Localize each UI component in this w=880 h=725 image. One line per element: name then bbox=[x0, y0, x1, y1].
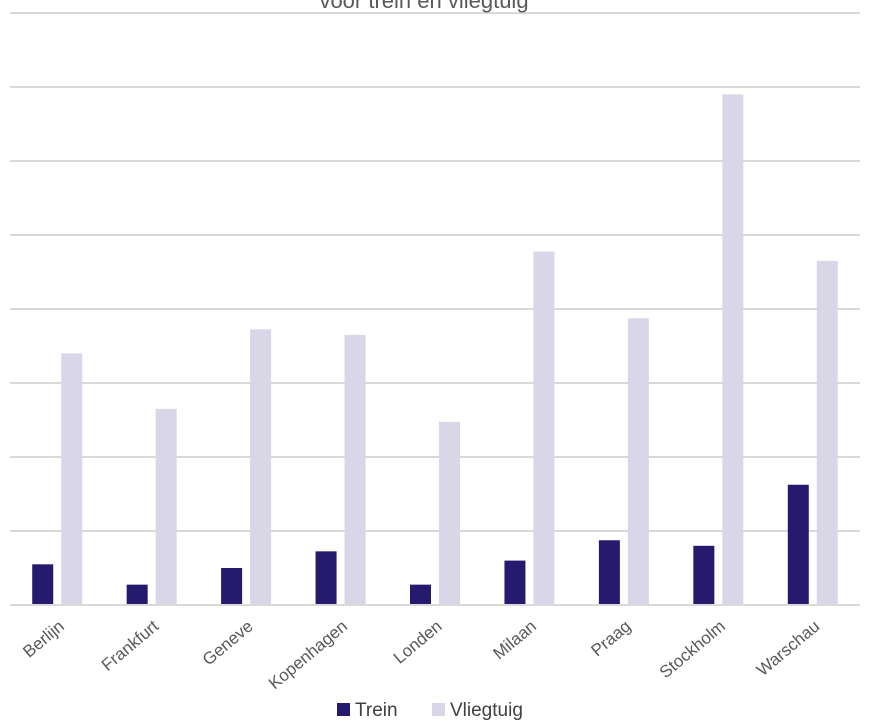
x-tick-label: Praag bbox=[587, 617, 634, 661]
x-tick-label: Milaan bbox=[489, 617, 540, 664]
bars bbox=[32, 94, 838, 606]
x-tick-label: Geneve bbox=[199, 617, 257, 670]
bar-trein-praag bbox=[598, 540, 620, 605]
legend: Trein Vliegtuig bbox=[337, 700, 523, 721]
x-tick-label: Londen bbox=[390, 617, 446, 668]
bar-trein-londen bbox=[410, 584, 431, 605]
x-tick-label: Berlijn bbox=[19, 617, 67, 662]
bar-vliegtuig-frankfurt bbox=[155, 408, 177, 605]
legend-swatch-trein bbox=[337, 703, 350, 716]
bar-vliegtuig-warschau bbox=[816, 260, 838, 605]
bar-vliegtuig-praag bbox=[627, 318, 649, 605]
x-tick-label: Frankfurt bbox=[98, 616, 163, 674]
legend-swatch-vliegtuig bbox=[432, 703, 445, 716]
bar-vliegtuig-milaan bbox=[533, 251, 555, 605]
x-tick-label: Warschau bbox=[753, 617, 823, 680]
bar-vliegtuig-geneve bbox=[250, 329, 272, 605]
legend-label-vliegtuig: Vliegtuig bbox=[450, 700, 523, 721]
bar-trein-berlijn bbox=[32, 564, 54, 605]
bar-trein-warschau bbox=[787, 484, 809, 605]
bar-vliegtuig-londen bbox=[439, 421, 460, 605]
chart-title: voor trein en vliegtuig bbox=[319, 0, 528, 13]
x-tick-label: Kopenhagen bbox=[265, 617, 351, 694]
bar-trein-kopenhagen bbox=[315, 551, 337, 605]
bar-trein-geneve bbox=[221, 568, 243, 605]
x-tick-labels: Berlijn Frankfurt Geneve Kopenhagen Londen Mi… bbox=[19, 616, 823, 693]
gridlines bbox=[10, 12, 860, 532]
legend-label-trein: Trein bbox=[355, 700, 398, 721]
bar-vliegtuig-kopenhagen bbox=[344, 334, 366, 605]
bar-trein-frankfurt bbox=[126, 584, 148, 605]
bar-trein-stockholm bbox=[693, 545, 715, 605]
bar-trein-milaan bbox=[504, 560, 526, 605]
bar-vliegtuig-stockholm bbox=[722, 94, 744, 606]
x-tick-label: Stockholm bbox=[656, 617, 729, 683]
bar-vliegtuig-berlijn bbox=[61, 353, 83, 605]
